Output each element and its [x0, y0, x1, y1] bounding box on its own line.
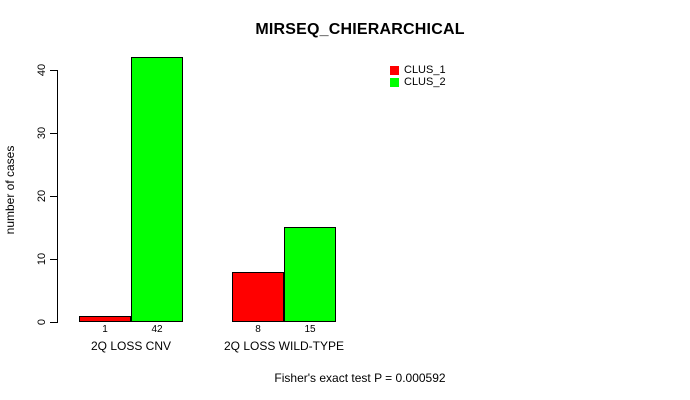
y-tick-mark-10 — [50, 259, 58, 260]
bar-value-clus-1-2q-loss-cnv: 1 — [102, 324, 108, 335]
legend-label-clus-1: CLUS_1 — [404, 64, 446, 76]
legend-item-clus-1: CLUS_1 — [390, 65, 446, 76]
bar-clus-2-2q-loss-wild-type — [284, 227, 336, 322]
bar-value-clus-2-2q-loss-wild-type: 15 — [304, 324, 316, 335]
y-tick-label-40: 40 — [36, 63, 48, 77]
legend-swatch-clus-2 — [390, 78, 399, 87]
category-label-2q-loss-cnv: 2Q LOSS CNV — [90, 339, 172, 353]
y-tick-label-20: 20 — [36, 189, 48, 203]
y-tick-label-10: 10 — [36, 252, 48, 266]
y-tick-mark-30 — [50, 133, 58, 134]
legend-label-clus-2: CLUS_2 — [404, 76, 446, 88]
legend-item-clus-2: CLUS_2 — [390, 77, 446, 88]
y-axis-label: number of cases — [3, 145, 17, 235]
fisher-test-annotation: Fisher's exact test P = 0.000592 — [274, 371, 446, 385]
bar-value-clus-1-2q-loss-wild-type: 8 — [255, 324, 261, 335]
y-tick-mark-20 — [50, 196, 58, 197]
category-label-2q-loss-wild-type: 2Q LOSS WILD-TYPE — [223, 339, 345, 353]
legend-swatch-clus-1 — [390, 66, 399, 75]
bar-value-clus-2-2q-loss-cnv: 42 — [151, 324, 163, 335]
y-tick-mark-40 — [50, 70, 58, 71]
legend: CLUS_1 CLUS_2 — [390, 65, 446, 89]
bar-clus-1-2q-loss-cnv — [79, 316, 131, 322]
y-tick-label-30: 30 — [36, 126, 48, 140]
y-tick-label-0: 0 — [36, 318, 48, 326]
chart-title: MIRSEQ_CHIERARCHICAL — [255, 21, 465, 38]
bar-clus-1-2q-loss-wild-type — [232, 272, 284, 322]
bar-clus-2-2q-loss-cnv — [131, 57, 183, 322]
y-tick-mark-0 — [50, 322, 58, 323]
